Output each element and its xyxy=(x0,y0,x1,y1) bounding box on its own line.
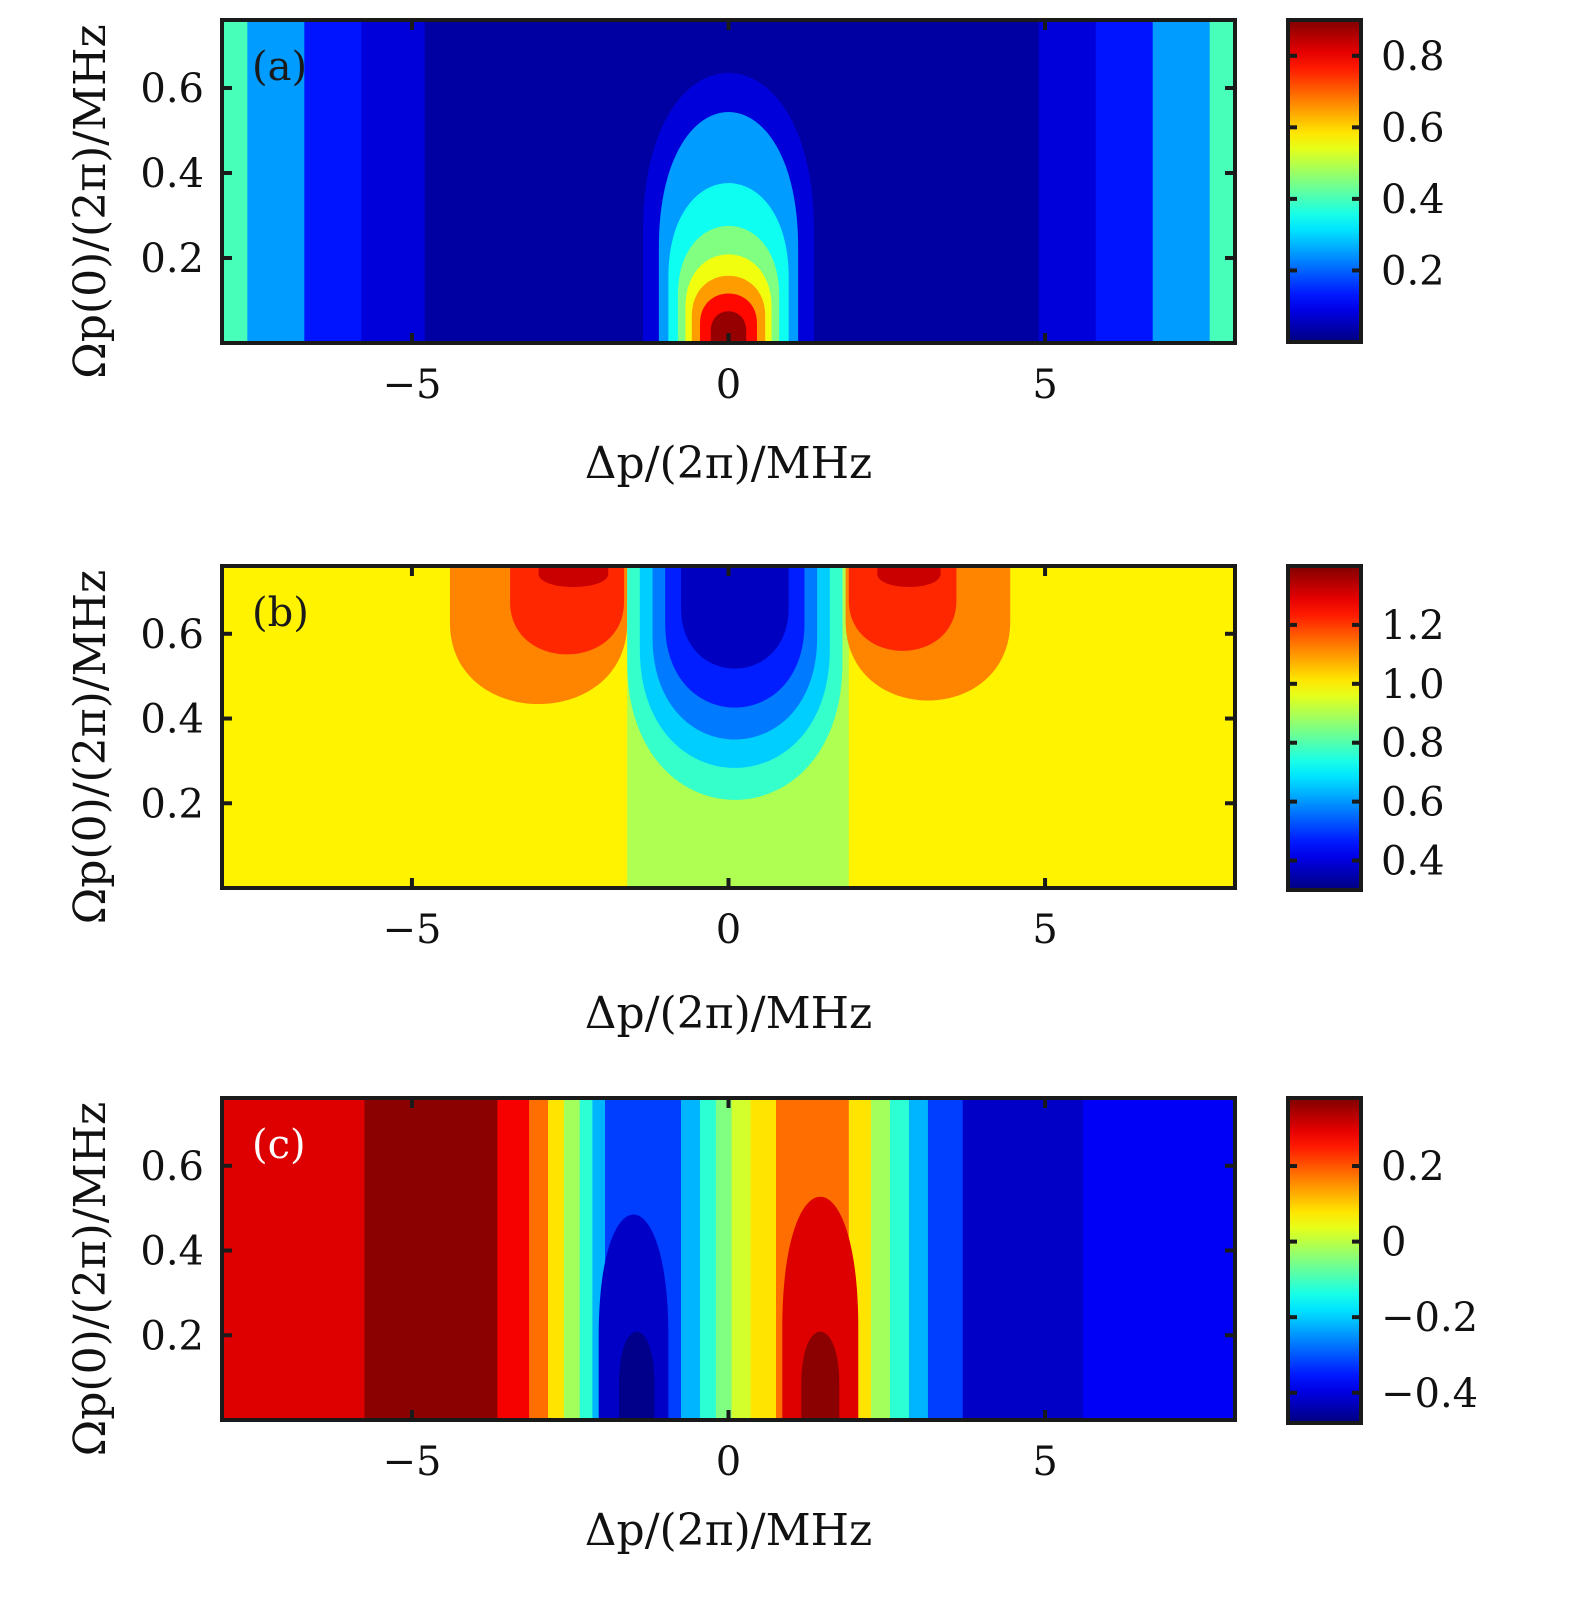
heatmap-lobe xyxy=(877,566,941,587)
heatmap-band xyxy=(563,1098,581,1420)
y-axis-title: Ωp(0)/(2π)/MHz xyxy=(65,24,116,378)
panel-label: (a) xyxy=(252,44,307,90)
x-axis-title: Δp/(2π)/MHz xyxy=(585,1505,872,1556)
y-tick-label: 0.2 xyxy=(140,236,204,282)
colorbar-frame xyxy=(1286,18,1363,344)
heatmap-band xyxy=(700,1098,717,1420)
x-tick-label: −5 xyxy=(382,907,441,953)
heatmap-lobe xyxy=(801,1331,840,1420)
heatmap-band xyxy=(750,1098,777,1420)
colorbar-gradient xyxy=(1288,1098,1361,1423)
colorbar-frame xyxy=(1286,564,1363,892)
heatmap-lobe xyxy=(848,566,957,651)
heatmap-band xyxy=(870,1098,891,1420)
colorbar-tick-label: 0.6 xyxy=(1381,780,1445,826)
heatmap-band xyxy=(304,20,362,343)
chart-panel-b: −5 0 5 0.2 0.4 0.6 (b) Δp/(2π)/MHz Ωp(0)/(2π)/MH… xyxy=(65,564,1445,1039)
heatmap-band xyxy=(548,1098,565,1420)
colorbar-frame xyxy=(1286,1096,1363,1425)
heatmap-band xyxy=(715,1098,733,1420)
colorbar: 0.2 0.4 0.6 0.8 xyxy=(1286,18,1445,344)
colorbar-tick-label: 0.2 xyxy=(1381,248,1445,294)
heatmap-lobe xyxy=(510,566,625,655)
heatmap-band xyxy=(927,1098,964,1420)
heatmap-band xyxy=(681,1098,701,1420)
heatmap-lobe xyxy=(538,566,609,587)
heatmap-field xyxy=(222,20,1235,343)
heatmap-band xyxy=(529,1098,549,1420)
heatmap-field xyxy=(222,566,1235,888)
x-tick-label: 0 xyxy=(716,1439,741,1485)
colorbar-tick-label: −0.4 xyxy=(1381,1371,1478,1417)
heatmap-lobe xyxy=(710,311,747,343)
colorbar-tick-label: 0.6 xyxy=(1381,105,1445,151)
x-axis-title: Δp/(2π)/MHz xyxy=(585,988,872,1039)
chart-panel-a: −5 0 5 0.2 0.4 0.6 (a) Δp/(2π)/MHz Ωp(0)/(2π)/MH… xyxy=(65,18,1445,489)
heatmap-lobe xyxy=(681,566,789,669)
colorbar-tick-label: −0.2 xyxy=(1381,1295,1478,1341)
heatmap-lobe xyxy=(618,1331,655,1420)
colorbar-tick-label: 0 xyxy=(1381,1220,1406,1266)
heatmap-band xyxy=(497,1098,530,1420)
colorbar-tick-label: 0.8 xyxy=(1381,34,1445,80)
y-tick-label: 0.4 xyxy=(140,1229,204,1275)
heatmap-band xyxy=(222,20,248,343)
colorbar-tick-label: 1.2 xyxy=(1381,603,1445,649)
y-tick-label: 0.2 xyxy=(140,781,204,827)
colorbar-tick-label: 0.4 xyxy=(1381,839,1445,885)
heatmap-band xyxy=(731,1098,752,1420)
colorbar-tick-label: 0.4 xyxy=(1381,177,1445,223)
panel-label: (b) xyxy=(252,590,309,636)
colorbar-tick-label: 0.8 xyxy=(1381,721,1445,767)
y-axis-title: Ωp(0)/(2π)/MHz xyxy=(65,570,116,924)
x-tick-label: −5 xyxy=(382,362,441,408)
colorbar: −0.4 −0.2 0 0.2 xyxy=(1286,1096,1478,1425)
colorbar-gradient xyxy=(1288,20,1361,342)
heatmap-lobe xyxy=(782,1197,859,1420)
x-tick-label: 5 xyxy=(1032,907,1057,953)
heatmap-band xyxy=(1083,1098,1235,1420)
heatmap-band xyxy=(1095,20,1154,343)
colorbar-tick-label: 0.2 xyxy=(1381,1144,1445,1190)
heatmap-band xyxy=(1152,20,1211,343)
heatmap-band xyxy=(1038,20,1097,343)
heatmap-band xyxy=(222,1098,366,1420)
colorbar-gradient xyxy=(1288,566,1361,890)
heatmap-band xyxy=(579,1098,593,1420)
x-axis-title: Δp/(2π)/MHz xyxy=(585,438,872,489)
heatmap-band xyxy=(962,1098,1084,1420)
heatmap-band xyxy=(247,20,305,343)
heatmap-field xyxy=(222,1098,1235,1420)
panel-label: (c) xyxy=(252,1122,306,1168)
x-tick-label: −5 xyxy=(382,1439,441,1485)
y-tick-label: 0.4 xyxy=(140,151,204,197)
x-tick-label: 0 xyxy=(716,362,741,408)
y-tick-label: 0.6 xyxy=(140,1144,204,1190)
y-tick-label: 0.6 xyxy=(140,612,204,658)
x-tick-label: 5 xyxy=(1032,362,1057,408)
heatmap-band xyxy=(361,20,426,343)
colorbar-tick-label: 1.0 xyxy=(1381,662,1445,708)
y-axis-title: Ωp(0)/(2π)/MHz xyxy=(65,1102,116,1456)
chart-panel-c: −5 0 5 0.2 0.4 0.6 (c) Δp/(2π)/MHz Ωp(0)/(2π)/MH… xyxy=(65,1096,1478,1556)
heatmap-band xyxy=(364,1098,499,1420)
x-tick-label: 5 xyxy=(1032,1439,1057,1485)
colorbar: 0.4 0.6 0.8 1.0 1.2 xyxy=(1286,564,1445,892)
x-tick-label: 0 xyxy=(716,907,741,953)
heatmap-band xyxy=(908,1098,929,1420)
y-tick-label: 0.6 xyxy=(140,66,204,112)
heatmap-band xyxy=(1209,20,1235,343)
heatmap-band xyxy=(889,1098,910,1420)
y-tick-label: 0.4 xyxy=(140,697,204,743)
y-tick-label: 0.2 xyxy=(140,1313,204,1359)
